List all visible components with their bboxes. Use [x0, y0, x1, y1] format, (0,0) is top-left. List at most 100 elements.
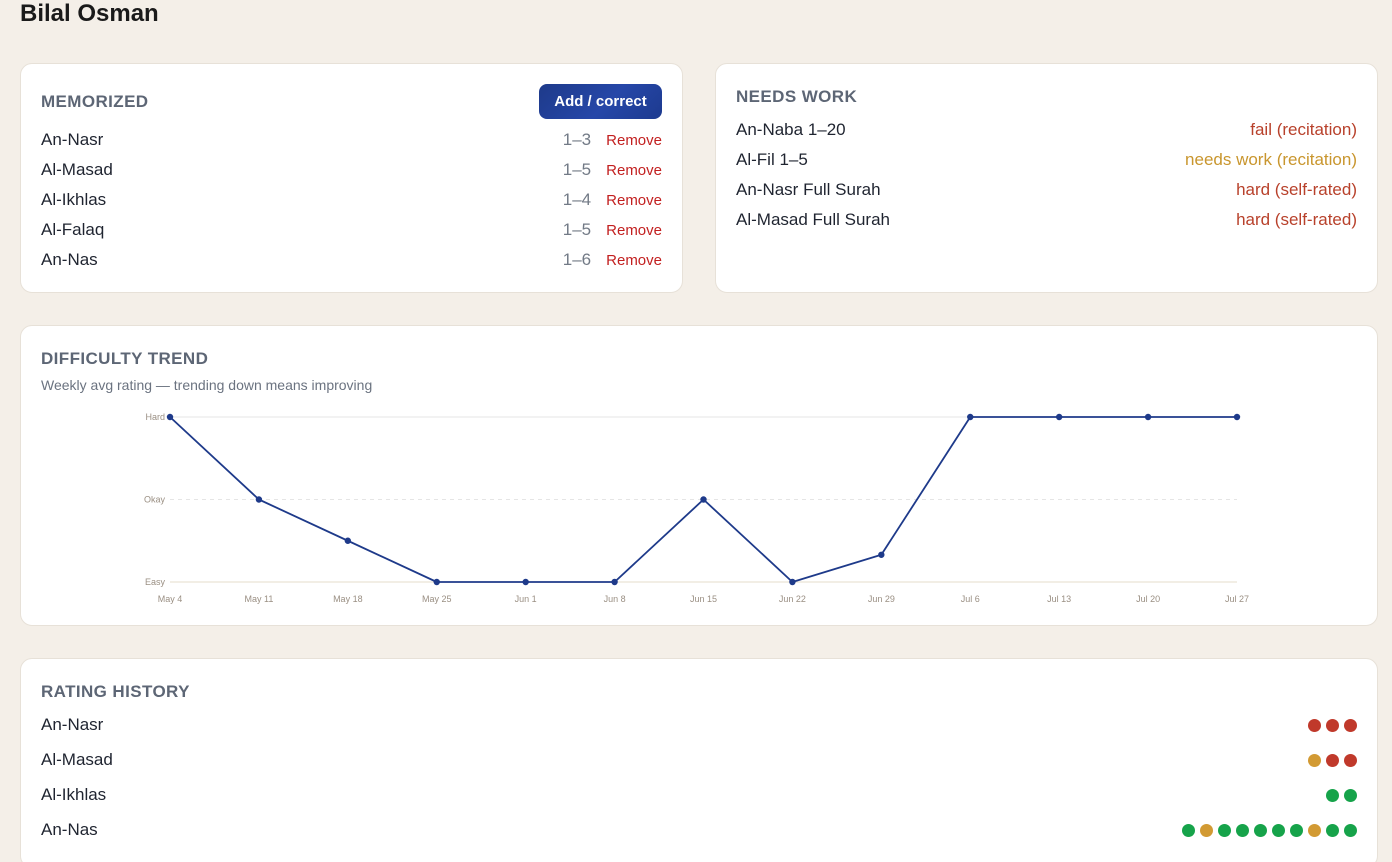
rating-dot-easy [1218, 823, 1231, 837]
x-tick-label: Jul 20 [1136, 594, 1160, 604]
rating-dot-easy [1344, 823, 1357, 837]
x-tick-label: Jun 22 [779, 594, 806, 604]
data-point [433, 578, 440, 586]
surah-name: An-Nas [41, 250, 98, 269]
rating-dot-hard [1326, 753, 1339, 767]
rating-dot-easy [1326, 788, 1339, 802]
difficulty-trend-subtitle: Weekly avg rating — trending down means … [41, 377, 373, 393]
status-label: needs work (recitation) [1185, 150, 1357, 169]
needs-work-row: An-Nasr Full Surah hard (self-rated) [736, 179, 1357, 201]
needs-work-row: Al-Masad Full Surah hard (self-rated) [736, 209, 1357, 231]
rating-dot-easy [1182, 823, 1195, 837]
x-tick-label: Jun 8 [604, 594, 626, 604]
rating-dot-easy [1236, 823, 1249, 837]
rating-dot-hard [1308, 718, 1321, 732]
data-point [878, 551, 885, 558]
remove-button[interactable]: Remove [606, 131, 662, 149]
x-tick-label: Jun 29 [868, 594, 895, 604]
surah-name: Al-Falaq [41, 220, 105, 239]
surah-name: An-Nas [41, 820, 98, 839]
needs-work-item-name: Al-Masad Full Surah [736, 210, 891, 229]
difficulty-trend-card: DIFFICULTY TREND Weekly avg rating — tre… [20, 325, 1378, 626]
rating-history-title: RATING HISTORY [41, 682, 190, 701]
ayah-range: 1–5 [562, 220, 592, 239]
rating-dot-easy [1272, 823, 1285, 837]
x-tick-label: May 18 [333, 594, 363, 604]
needs-work-item-name: An-Nasr Full Surah [736, 180, 881, 199]
x-tick-label: May 4 [158, 594, 183, 604]
data-point [255, 496, 263, 503]
x-tick-label: Jul 27 [1225, 594, 1249, 604]
x-tick-label: Jun 15 [690, 594, 717, 604]
needs-work-row: Al-Fil 1–5 needs work (recitation) [736, 149, 1357, 171]
rating-dots [1308, 718, 1357, 732]
surah-name: An-Nasr [41, 130, 104, 149]
status-label: hard (self-rated) [1236, 210, 1357, 229]
data-point [1055, 413, 1063, 421]
memorized-card: MEMORIZED Add / correct An-Nasr 1–3 Remove… [20, 63, 683, 293]
surah-name: An-Nasr [41, 715, 104, 734]
needs-work-title: NEEDS WORK [736, 87, 858, 106]
rating-history-row: An-Nasr [41, 714, 1357, 736]
data-point [789, 578, 796, 586]
needs-work-item-name: An-Naba 1–20 [736, 120, 846, 139]
remove-button[interactable]: Remove [606, 161, 662, 179]
needs-work-card: NEEDS WORK An-Naba 1–20 fail (recitation)… [715, 63, 1378, 293]
remove-button[interactable]: Remove [606, 221, 662, 239]
x-tick-label: May 25 [422, 594, 452, 604]
ayah-range: 1–5 [562, 160, 592, 179]
rating-dot-easy [1254, 823, 1267, 837]
status-label: hard (self-rated) [1236, 180, 1357, 199]
data-point [344, 537, 352, 544]
memorized-row: An-Nasr 1–3 Remove [41, 129, 662, 151]
ayah-range: 1–4 [562, 190, 592, 209]
rating-history-row: Al-Masad [41, 749, 1357, 771]
y-tick-label: Easy [145, 577, 166, 587]
rating-history-row: An-Nas [41, 819, 1357, 841]
needs-work-item-name: Al-Fil 1–5 [736, 150, 808, 169]
rating-dot-hard [1344, 753, 1357, 767]
data-point [700, 496, 707, 503]
memorized-row: Al-Ikhlas 1–4 Remove [41, 189, 662, 211]
page-title: Bilal Osman [20, 0, 159, 27]
remove-button[interactable]: Remove [606, 191, 662, 209]
rating-dots [1308, 753, 1357, 767]
rating-dot-hard [1344, 718, 1357, 732]
rating-dot-okay [1200, 823, 1213, 837]
remove-button[interactable]: Remove [606, 251, 662, 269]
y-tick-label: Hard [145, 412, 165, 422]
y-tick-label: Okay [144, 495, 166, 505]
surah-name: Al-Ikhlas [41, 190, 107, 209]
difficulty-trend-chart: Easy Okay Hard May 4 May 11 May 18 May 25 Jun 1… [144, 412, 1249, 604]
rating-dot-easy [1326, 823, 1339, 837]
surah-name: Al-Masad [41, 160, 113, 179]
x-tick-label: Jul 6 [961, 594, 980, 604]
ayah-range: 1–3 [562, 130, 592, 149]
data-point [1233, 413, 1241, 421]
data-point [166, 413, 174, 421]
needs-work-row: An-Naba 1–20 fail (recitation) [736, 119, 1357, 141]
rating-dots [1326, 788, 1357, 802]
rating-dot-easy [1290, 823, 1303, 837]
rating-dots [1182, 823, 1357, 837]
memorized-row: An-Nas 1–6 Remove [41, 249, 662, 271]
status-label: fail (recitation) [1250, 120, 1357, 139]
rating-dot-easy [1344, 788, 1357, 802]
memorized-row: Al-Falaq 1–5 Remove [41, 219, 662, 241]
surah-name: Al-Masad [41, 750, 113, 769]
data-point [611, 578, 618, 586]
rating-history-card: RATING HISTORY An-Nasr Al-Masad Al-Ikhlas A… [20, 658, 1378, 862]
x-tick-label: Jul 13 [1047, 594, 1071, 604]
difficulty-trend-title: DIFFICULTY TREND [41, 349, 209, 368]
rating-dot-okay [1308, 823, 1321, 837]
memorized-title: MEMORIZED [41, 92, 149, 111]
data-point [1144, 413, 1152, 421]
data-point [967, 413, 974, 421]
rating-history-row: Al-Ikhlas [41, 784, 1357, 806]
rating-dot-hard [1326, 718, 1339, 732]
add-correct-button[interactable]: Add / correct [539, 84, 662, 119]
surah-name: Al-Ikhlas [41, 785, 107, 804]
x-tick-label: May 11 [244, 594, 273, 604]
rating-dot-okay [1308, 753, 1321, 767]
data-point [522, 578, 529, 586]
